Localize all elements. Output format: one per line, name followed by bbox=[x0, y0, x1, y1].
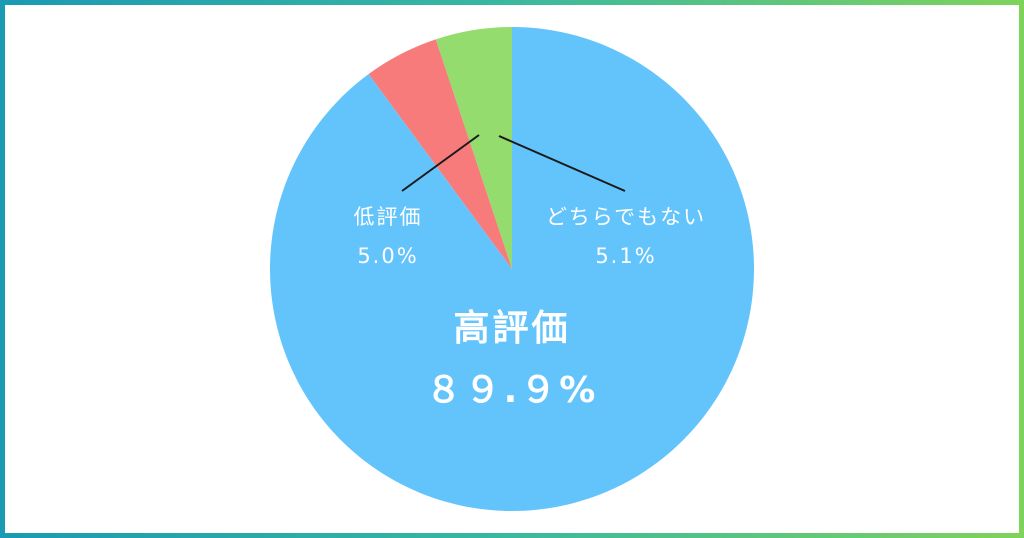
leader-line-low bbox=[401, 134, 480, 192]
low-label: 低評価 bbox=[354, 205, 423, 229]
high-value: ８９.９% bbox=[426, 370, 599, 411]
neutral-label: どちらでもない bbox=[546, 205, 706, 229]
neutral-value: 5.1% bbox=[595, 244, 656, 268]
high-label: 高評価 bbox=[453, 308, 570, 349]
low-value: 5.0% bbox=[357, 244, 418, 268]
pie-slice-high bbox=[270, 27, 754, 511]
pie-slice-low bbox=[368, 39, 512, 270]
leader-line-neutral bbox=[498, 135, 626, 192]
pie-slice-neutral bbox=[435, 27, 512, 269]
